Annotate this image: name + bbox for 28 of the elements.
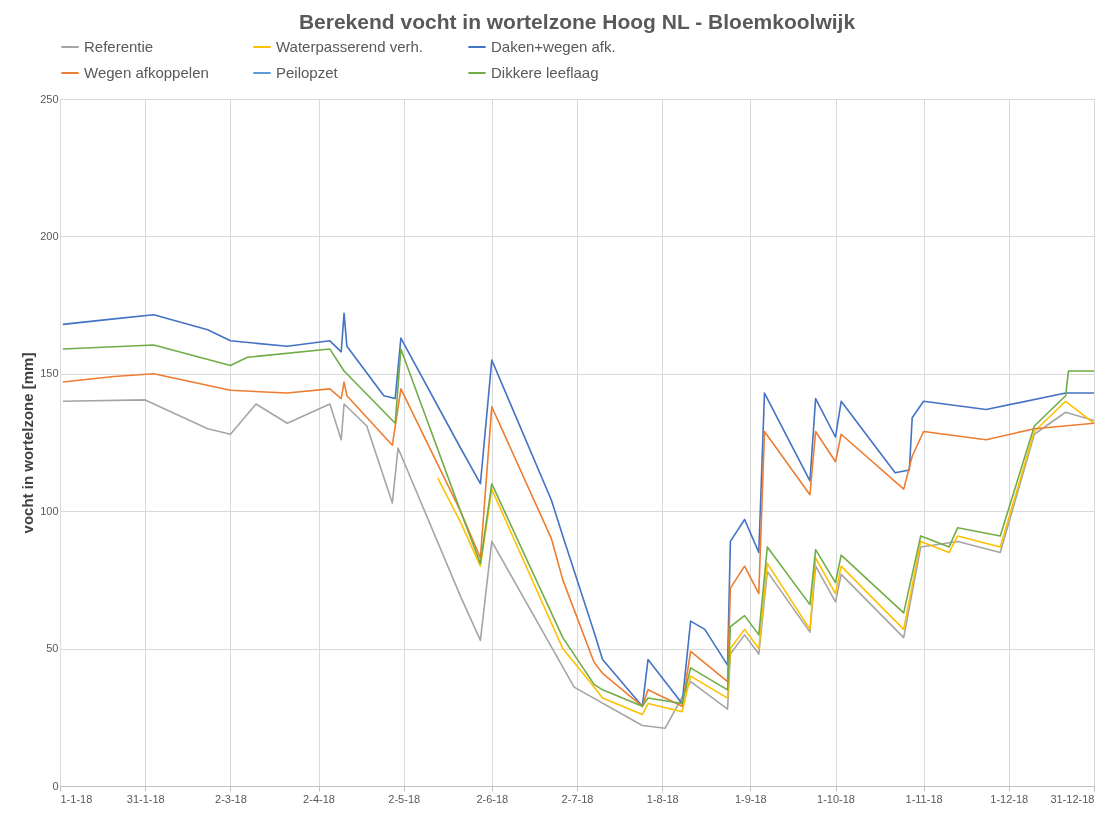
line-series (437, 400, 1094, 716)
legend-label: Wegen afkoppelen (84, 64, 209, 81)
y-tick-label: 50 (46, 642, 59, 655)
x-tick-label: 31-1-18 (126, 792, 165, 805)
x-tick-label: 1-8-18 (646, 792, 679, 805)
x-tick-label: 31-12-18 (1050, 792, 1095, 805)
y-tick-label: 0 (52, 779, 59, 792)
x-tick-label: 1-10-18 (817, 792, 855, 805)
y-tick-label: 100 (40, 504, 59, 517)
legend-label: Peilopzet (276, 64, 339, 81)
x-tick-label: 2-7-18 (561, 792, 594, 805)
chart-title: Berekend vocht in wortelzone Hoog NL - Bloemkoolwijk (298, 10, 856, 33)
y-tick-label: 150 (40, 367, 59, 380)
x-tick-label: 1-12-18 (990, 792, 1029, 805)
x-tick-label: 2-3-18 (215, 792, 247, 805)
y-axis-title: vocht in wortelzone [mm] (19, 352, 37, 534)
y-tick-label: 200 (40, 229, 59, 242)
x-tick-label: 2-5-18 (388, 792, 421, 805)
legend-label: Daken+wegen afk. (491, 38, 616, 55)
x-tick-label: 1-1-18 (60, 792, 93, 805)
x-tick-label: 2-4-18 (303, 792, 335, 805)
y-tick-label: 250 (40, 92, 59, 105)
legend-label: Waterpasserend verh. (276, 38, 424, 55)
x-tick-label: 2-6-18 (476, 792, 509, 805)
x-tick-label: 1-11-18 (905, 792, 943, 805)
legend-label: Referentie (84, 38, 154, 55)
legend-label: Dikkere leeflaag (491, 64, 599, 81)
x-tick-label: 1-9-18 (734, 792, 767, 805)
